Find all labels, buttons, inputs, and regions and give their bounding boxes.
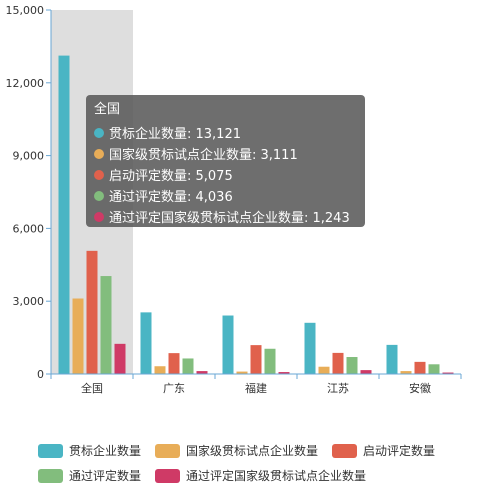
y-tick-label: 3,000 [13, 295, 45, 308]
tooltip-row: 贯标企业数量: 13,121 [94, 122, 357, 143]
y-tick-label: 12,000 [6, 77, 45, 90]
x-tick-label: 江苏 [327, 382, 349, 395]
bar [414, 361, 426, 374]
bar [278, 372, 290, 374]
bar [58, 55, 70, 374]
bar [222, 315, 234, 374]
bar [428, 364, 440, 374]
y-tick-label: 0 [37, 368, 44, 381]
legend-label: 启动评定数量 [363, 444, 436, 458]
tooltip-title: 全国 [94, 102, 121, 117]
bar [86, 250, 98, 374]
bar [72, 298, 84, 374]
bar [196, 371, 208, 374]
bar [154, 366, 166, 374]
bar [182, 358, 194, 374]
legend-item[interactable]: 贯标企业数量 [38, 442, 141, 459]
x-tick-label: 全国 [81, 381, 103, 395]
legend-row: 通过评定数量 通过评定国家级贯标试点企业数量 [38, 463, 468, 488]
tooltip-dot-icon [94, 127, 104, 138]
bar [332, 352, 344, 374]
bar [386, 344, 398, 374]
y-tick-label: 6,000 [13, 222, 45, 235]
bar [442, 372, 454, 374]
legend-item[interactable]: 国家级贯标试点企业数量 [155, 442, 318, 459]
y-axis: 0 3,000 6,000 9,000 12,000 15,000 [6, 4, 52, 381]
legend-row: 贯标企业数量 国家级贯标试点企业数量 启动评定数量 [38, 438, 468, 463]
tooltip-dot-icon [94, 211, 104, 222]
tooltip-row: 国家级贯标试点企业数量: 3,111 [94, 143, 357, 164]
legend-label: 贯标企业数量 [69, 444, 142, 458]
bar [236, 371, 248, 374]
legend-swatch [38, 468, 63, 483]
bar [360, 370, 372, 374]
chart-tooltip: 全国 贯标企业数量: 13,121 国家级贯标试点企业数量: 3,111 启动评… [86, 95, 365, 227]
x-tick-label: 福建 [245, 381, 267, 395]
bar [264, 348, 276, 374]
tooltip-dot-icon [94, 169, 104, 180]
legend-swatch [38, 443, 63, 458]
bar [140, 312, 152, 374]
legend-item[interactable]: 通过评定国家级贯标试点企业数量 [155, 467, 366, 484]
tooltip-row: 启动评定数量: 5,075 [94, 164, 357, 185]
bar [168, 353, 180, 374]
legend-swatch [332, 443, 358, 458]
legend-swatch [155, 468, 181, 483]
bar [114, 343, 126, 374]
x-tick-label: 广东 [163, 382, 185, 395]
x-axis: 全国 广东 福建 江苏 安徽 [50, 373, 462, 395]
tooltip-row-text: 贯标企业数量: 13,121 [109, 127, 241, 142]
tooltip-row-text: 国家级贯标试点企业数量: 3,111 [109, 148, 298, 163]
tooltip-row-text: 启动评定数量: 5,075 [109, 169, 233, 184]
bar [100, 276, 112, 374]
tooltip-dot-icon [94, 190, 104, 201]
bar [250, 345, 262, 374]
tooltip-dot-icon [94, 148, 104, 159]
legend-item[interactable]: 通过评定数量 [38, 467, 141, 484]
bar [346, 357, 358, 374]
y-tick-label: 15,000 [6, 4, 45, 17]
y-tick-label: 9,000 [13, 150, 45, 163]
chart-legend: 贯标企业数量 国家级贯标试点企业数量 启动评定数量 通过评定数量 通过评定国家级… [38, 438, 468, 488]
tooltip-row-text: 通过评定国家级贯标试点企业数量: 1,243 [109, 211, 350, 226]
legend-label: 通过评定国家级贯标试点企业数量 [186, 469, 367, 483]
legend-label: 国家级贯标试点企业数量 [186, 444, 319, 458]
legend-item[interactable]: 启动评定数量 [332, 442, 435, 459]
tooltip-row: 通过评定数量: 4,036 [94, 185, 357, 206]
bar [318, 366, 330, 374]
bar [304, 322, 316, 374]
x-tick-label: 安徽 [409, 381, 431, 395]
legend-swatch [155, 443, 181, 458]
legend-label: 通过评定数量 [69, 469, 142, 483]
bar [400, 371, 412, 374]
tooltip-row-text: 通过评定数量: 4,036 [109, 190, 233, 205]
tooltip-row: 通过评定国家级贯标试点企业数量: 1,243 [94, 206, 357, 227]
